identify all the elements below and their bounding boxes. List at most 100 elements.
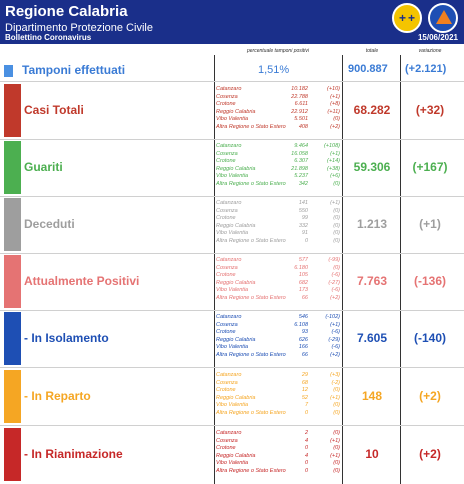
province-value: 332: [298, 222, 308, 229]
separator: [0, 81, 464, 82]
province-value: 342: [298, 180, 308, 187]
section-color-band: [4, 198, 21, 251]
total-column-header: totale: [365, 48, 379, 54]
province-value: 22.788: [291, 93, 308, 100]
province-diff: (0): [333, 445, 340, 451]
section-label: Guariti: [24, 160, 63, 174]
province-value: 173: [298, 287, 308, 293]
province-value: 5.237: [294, 173, 308, 179]
section-label: - In Reparto: [24, 389, 91, 403]
province-row: Crotone 6.307 (+14): [216, 158, 340, 166]
province-diff: (0): [333, 237, 340, 244]
separator: [0, 139, 464, 140]
province-name: Crotone: [216, 272, 236, 278]
province-value: 626: [298, 336, 308, 343]
province-name: Altra Regione o Stato Estero: [216, 409, 286, 416]
section-in-rianimazione: - In Rianimazione Catanzaro 2 (0) Cosenza 4 (+…: [0, 428, 464, 481]
province-diff: (-6): [331, 344, 340, 350]
province-diff: (0): [333, 402, 340, 408]
province-name: Reggio Calabria: [216, 394, 256, 401]
province-name: Vibo Valentia: [216, 344, 249, 350]
province-name: Altra Regione o Stato Estero: [216, 294, 286, 301]
province-value: 546: [298, 314, 308, 320]
province-row: Catanzaro 9.464 (+108): [216, 143, 340, 151]
province-name: Reggio Calabria: [216, 222, 256, 229]
province-name: Altra Regione o Stato Estero: [216, 237, 286, 244]
section-in-reparto: - In Reparto Catanzaro 29 (+3) Cosenza 68 (-2)…: [0, 370, 464, 423]
section-variation: (+32): [415, 103, 445, 117]
province-row: Crotone 93 (-6): [216, 329, 340, 337]
province-row: Vibo Valentia 5.501 (0): [216, 116, 340, 124]
province-value: 29: [301, 372, 308, 378]
province-value: 22.912: [291, 108, 308, 115]
province-name: Catanzaro: [216, 200, 242, 206]
province-diff: (0): [333, 230, 340, 236]
province-row: Cosenza 68 (-2): [216, 380, 340, 388]
province-diff: (+8): [330, 101, 340, 107]
province-name: Crotone: [216, 387, 236, 393]
variation-column-header: variazione: [418, 48, 442, 54]
province-name: Altra Regione o Stato Estero: [216, 123, 286, 130]
province-name: Reggio Calabria: [216, 108, 256, 115]
province-value: 550: [298, 207, 308, 214]
province-value: 7: [304, 402, 308, 408]
section-attualmente-positivi: Attualmente Positivi Catanzaro 577 (-99) Cos…: [0, 255, 464, 308]
province-row: Catanzaro 577 (-99): [216, 257, 340, 265]
province-name: Catanzaro: [216, 143, 242, 149]
province-row: Reggio Calabria 52 (+1): [216, 395, 340, 403]
province-row: Vibo Valentia 7 (0): [216, 402, 340, 410]
province-diff: (+2): [330, 294, 340, 301]
province-row: Reggio Calabria 22.912 (+11): [216, 109, 340, 117]
province-value: 12: [301, 387, 308, 393]
province-row: Catanzaro 141 (+1): [216, 200, 340, 208]
province-row: Altra Regione o Stato Estero 0 (0): [216, 238, 340, 246]
province-diff: (-27): [328, 279, 340, 286]
section-color-band: [4, 312, 21, 365]
province-diff: (+1): [330, 200, 340, 206]
province-name: Catanzaro: [216, 257, 242, 263]
province-diff: (-6): [331, 287, 340, 293]
tamponi-percentage: 1,51%: [258, 64, 290, 76]
divider-line: [342, 55, 343, 484]
province-value: 68: [301, 379, 308, 386]
province-value: 9.464: [294, 143, 308, 149]
province-row: Reggio Calabria 682 (-27): [216, 280, 340, 288]
province-row: Reggio Calabria 332 (0): [216, 223, 340, 231]
pct-column-header: percentuale tamponi positivi: [247, 48, 309, 54]
province-value: 52: [301, 394, 308, 401]
province-name: Reggio Calabria: [216, 165, 256, 172]
province-value: 10.182: [291, 86, 308, 92]
province-row: Vibo Valentia 173 (-6): [216, 287, 340, 295]
province-value: 4: [304, 452, 308, 459]
province-name: Altra Regione o Stato Estero: [216, 351, 286, 358]
province-value: 16.058: [291, 150, 308, 157]
section-casi-totali: Casi Totali Catanzaro 10.182 (+10) Cosenza 22…: [0, 84, 464, 137]
province-value: 99: [301, 215, 308, 221]
province-value: 166: [298, 344, 308, 350]
province-value: 0: [304, 445, 308, 451]
province-diff: (0): [333, 264, 340, 271]
province-diff: (+1): [330, 93, 340, 100]
province-breakdown: Catanzaro 29 (+3) Cosenza 68 (-2) Crotone 12 (0)…: [216, 372, 340, 417]
province-name: Vibo Valentia: [216, 116, 249, 122]
province-name: Cosenza: [216, 437, 238, 444]
province-value: 4: [304, 437, 308, 444]
separator: [0, 367, 464, 368]
province-name: Crotone: [216, 101, 236, 107]
province-row: Cosenza 16.058 (+1): [216, 151, 340, 159]
province-value: 21.898: [291, 165, 308, 172]
province-row: Altra Regione o Stato Estero 342 (0): [216, 181, 340, 189]
province-diff: (+1): [330, 437, 340, 444]
province-diff: (+1): [330, 452, 340, 459]
province-name: Catanzaro: [216, 430, 242, 436]
province-diff: (0): [333, 467, 340, 474]
province-diff: (-6): [331, 329, 340, 335]
separator: [0, 253, 464, 254]
province-diff: (0): [333, 387, 340, 393]
tamponi-color-band: [4, 65, 13, 77]
province-name: Vibo Valentia: [216, 460, 249, 466]
region-title: Regione Calabria: [5, 3, 128, 20]
province-name: Cosenza: [216, 379, 238, 386]
section-variation: (-140): [413, 331, 446, 345]
province-diff: (-102): [325, 314, 340, 320]
